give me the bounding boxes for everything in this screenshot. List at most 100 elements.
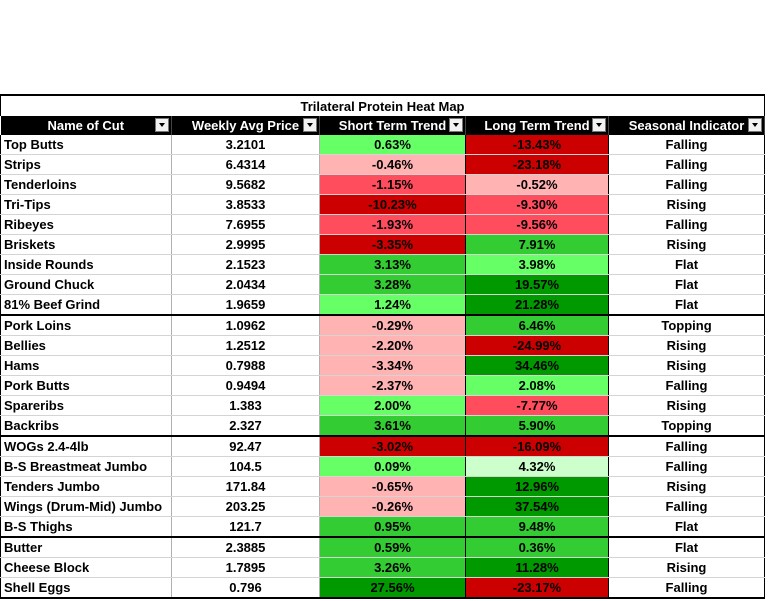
short-term-trend-cell[interactable]: -1.15% [319,174,466,195]
cut-name-cell[interactable]: Ribeyes [0,214,172,235]
cut-name-cell[interactable]: WOGs 2.4-4lb [0,435,172,457]
weekly-avg-price-cell[interactable]: 171.84 [171,476,320,497]
cut-name-cell[interactable]: B-S Breastmeat Jumbo [0,456,172,477]
cut-name-cell[interactable]: Tri-Tips [0,194,172,215]
cut-name-cell[interactable]: Spareribs [0,395,172,416]
long-term-trend-cell[interactable]: -23.18% [465,154,609,175]
long-term-trend-cell[interactable]: -7.77% [465,395,609,416]
seasonal-indicator-cell[interactable]: Falling [608,577,765,599]
filter-dropdown-icon[interactable] [449,118,463,132]
seasonal-indicator-cell[interactable]: Topping [608,314,765,336]
long-term-trend-cell[interactable]: 4.32% [465,456,609,477]
weekly-avg-price-cell[interactable]: 2.9995 [171,234,320,255]
seasonal-indicator-cell[interactable]: Falling [608,375,765,396]
filter-dropdown-icon[interactable] [303,118,317,132]
seasonal-indicator-cell[interactable]: Flat [608,274,765,295]
seasonal-indicator-cell[interactable]: Rising [608,335,765,356]
long-term-trend-cell[interactable]: 21.28% [465,294,609,316]
weekly-avg-price-cell[interactable]: 7.6955 [171,214,320,235]
short-term-trend-cell[interactable]: 3.28% [319,274,466,295]
cut-name-cell[interactable]: 81% Beef Grind [0,294,172,316]
weekly-avg-price-cell[interactable]: 2.0434 [171,274,320,295]
long-term-trend-cell[interactable]: 2.08% [465,375,609,396]
seasonal-indicator-cell[interactable]: Falling [608,154,765,175]
short-term-trend-cell[interactable]: 0.63% [319,135,466,155]
long-term-trend-cell[interactable]: 34.46% [465,355,609,376]
short-term-trend-cell[interactable]: -0.29% [319,314,466,336]
short-term-trend-cell[interactable]: 0.95% [319,516,466,538]
long-term-trend-cell[interactable]: 6.46% [465,314,609,336]
weekly-avg-price-cell[interactable]: 203.25 [171,496,320,517]
filter-dropdown-icon[interactable] [748,118,762,132]
short-term-trend-cell[interactable]: -0.46% [319,154,466,175]
seasonal-indicator-cell[interactable]: Rising [608,395,765,416]
short-term-trend-cell[interactable]: -3.35% [319,234,466,255]
weekly-avg-price-cell[interactable]: 92.47 [171,435,320,457]
long-term-trend-cell[interactable]: 9.48% [465,516,609,538]
long-term-trend-cell[interactable]: 11.28% [465,557,609,578]
weekly-avg-price-cell[interactable]: 3.8533 [171,194,320,215]
long-term-trend-cell[interactable]: 12.96% [465,476,609,497]
seasonal-indicator-cell[interactable]: Falling [608,174,765,195]
weekly-avg-price-cell[interactable]: 0.9494 [171,375,320,396]
weekly-avg-price-cell[interactable]: 104.5 [171,456,320,477]
long-term-trend-cell[interactable]: 19.57% [465,274,609,295]
weekly-avg-price-cell[interactable]: 2.327 [171,415,320,437]
cut-name-cell[interactable]: Pork Loins [0,314,172,336]
seasonal-indicator-cell[interactable]: Rising [608,355,765,376]
cut-name-cell[interactable]: B-S Thighs [0,516,172,538]
short-term-trend-cell[interactable]: -2.37% [319,375,466,396]
long-term-trend-cell[interactable]: 0.36% [465,536,609,558]
cut-name-cell[interactable]: Tenders Jumbo [0,476,172,497]
short-term-trend-cell[interactable]: -3.02% [319,435,466,457]
weekly-avg-price-cell[interactable]: 2.1523 [171,254,320,275]
cut-name-cell[interactable]: Hams [0,355,172,376]
weekly-avg-price-cell[interactable]: 1.383 [171,395,320,416]
weekly-avg-price-cell[interactable]: 1.0962 [171,314,320,336]
cut-name-cell[interactable]: Cheese Block [0,557,172,578]
seasonal-indicator-cell[interactable]: Flat [608,516,765,538]
cut-name-cell[interactable]: Bellies [0,335,172,356]
seasonal-indicator-cell[interactable]: Falling [608,435,765,457]
short-term-trend-cell[interactable]: 27.56% [319,577,466,599]
seasonal-indicator-cell[interactable]: Falling [608,456,765,477]
long-term-trend-cell[interactable]: -16.09% [465,435,609,457]
long-term-trend-cell[interactable]: -9.56% [465,214,609,235]
filter-dropdown-icon[interactable] [592,118,606,132]
weekly-avg-price-cell[interactable]: 0.7988 [171,355,320,376]
seasonal-indicator-cell[interactable]: Falling [608,496,765,517]
weekly-avg-price-cell[interactable]: 121.7 [171,516,320,538]
long-term-trend-cell[interactable]: -9.30% [465,194,609,215]
long-term-trend-cell[interactable]: -23.17% [465,577,609,599]
cut-name-cell[interactable]: Backribs [0,415,172,437]
cut-name-cell[interactable]: Shell Eggs [0,577,172,599]
short-term-trend-cell[interactable]: 0.59% [319,536,466,558]
cut-name-cell[interactable]: Wings (Drum-Mid) Jumbo [0,496,172,517]
weekly-avg-price-cell[interactable]: 1.9659 [171,294,320,316]
filter-dropdown-icon[interactable] [155,118,169,132]
short-term-trend-cell[interactable]: -1.93% [319,214,466,235]
seasonal-indicator-cell[interactable]: Flat [608,254,765,275]
seasonal-indicator-cell[interactable]: Flat [608,294,765,316]
short-term-trend-cell[interactable]: -10.23% [319,194,466,215]
weekly-avg-price-cell[interactable]: 3.2101 [171,135,320,155]
short-term-trend-cell[interactable]: -0.65% [319,476,466,497]
seasonal-indicator-cell[interactable]: Rising [608,557,765,578]
cut-name-cell[interactable]: Tenderloins [0,174,172,195]
cut-name-cell[interactable]: Briskets [0,234,172,255]
short-term-trend-cell[interactable]: -3.34% [319,355,466,376]
cut-name-cell[interactable]: Inside Rounds [0,254,172,275]
cut-name-cell[interactable]: Pork Butts [0,375,172,396]
cut-name-cell[interactable]: Ground Chuck [0,274,172,295]
cut-name-cell[interactable]: Top Butts [0,135,172,155]
short-term-trend-cell[interactable]: 3.26% [319,557,466,578]
short-term-trend-cell[interactable]: -2.20% [319,335,466,356]
weekly-avg-price-cell[interactable]: 6.4314 [171,154,320,175]
long-term-trend-cell[interactable]: -24.99% [465,335,609,356]
long-term-trend-cell[interactable]: 37.54% [465,496,609,517]
short-term-trend-cell[interactable]: 0.09% [319,456,466,477]
seasonal-indicator-cell[interactable]: Falling [608,214,765,235]
weekly-avg-price-cell[interactable]: 1.2512 [171,335,320,356]
long-term-trend-cell[interactable]: 7.91% [465,234,609,255]
seasonal-indicator-cell[interactable]: Rising [608,476,765,497]
